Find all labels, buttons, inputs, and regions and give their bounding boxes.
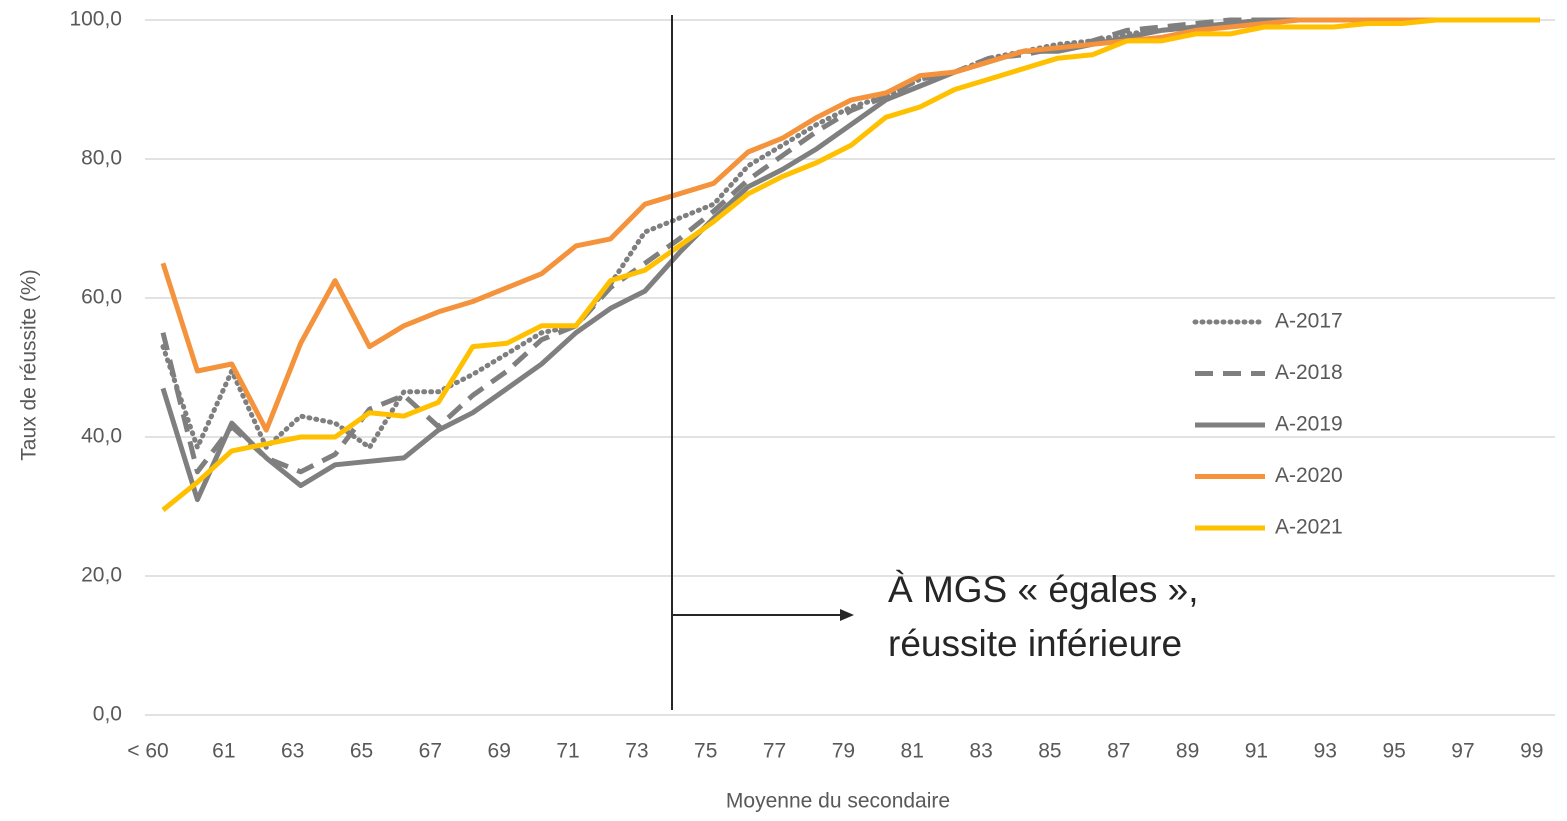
y-tick-label: 100,0 [69,8,122,31]
x-tick-label: 91 [1245,740,1268,763]
legend-label: A-2017 [1275,310,1343,333]
x-tick-label: 69 [488,740,511,763]
y-tick-label: 60,0 [81,286,122,309]
x-tick-label: 93 [1314,740,1337,763]
annotation: réussite inférieure [888,623,1182,664]
y-tick-label: 80,0 [81,147,122,170]
x-tick-label: 77 [763,740,786,763]
series-line [160,17,1540,475]
series-line [161,17,1540,512]
legend-label: A-2020 [1275,464,1343,487]
lines [160,17,1543,512]
x-tick-label: 95 [1382,740,1405,763]
annotation: À MGS « égales », [888,569,1199,610]
x-tick-label: 61 [212,740,235,763]
arrow-head [840,609,854,621]
y-axis-label: Taux de réussite (%) [18,269,41,460]
x-tick-label: 99 [1520,740,1543,763]
x-tick-label: < 60 [127,740,168,763]
x-tick-label: 87 [1107,740,1130,763]
legend-label: A-2018 [1275,361,1343,384]
grid [145,19,1555,716]
x-tick-label: 67 [419,740,442,763]
x-tick-label: 65 [350,740,373,763]
x-axis-label: Moyenne du secondaire [726,790,950,813]
y-tick-label: 0,0 [93,703,122,726]
y-tick-label: 40,0 [81,425,122,448]
x-tick-label: 75 [694,740,717,763]
x-tick-label: 85 [1038,740,1061,763]
x-tick-label: 81 [901,740,924,763]
x-tick-label: 73 [625,740,648,763]
x-tick-label: 71 [556,740,579,763]
x-tick-label: 89 [1176,740,1199,763]
x-tick-label: 97 [1451,740,1474,763]
series-line [160,17,1540,433]
x-tick-label: 83 [969,740,992,763]
y-tick-label: 20,0 [81,564,122,587]
legend-label: A-2019 [1275,413,1343,436]
x-tick-label: 79 [832,740,855,763]
legend-label: A-2021 [1275,516,1343,539]
x-tick-label: 63 [281,740,304,763]
